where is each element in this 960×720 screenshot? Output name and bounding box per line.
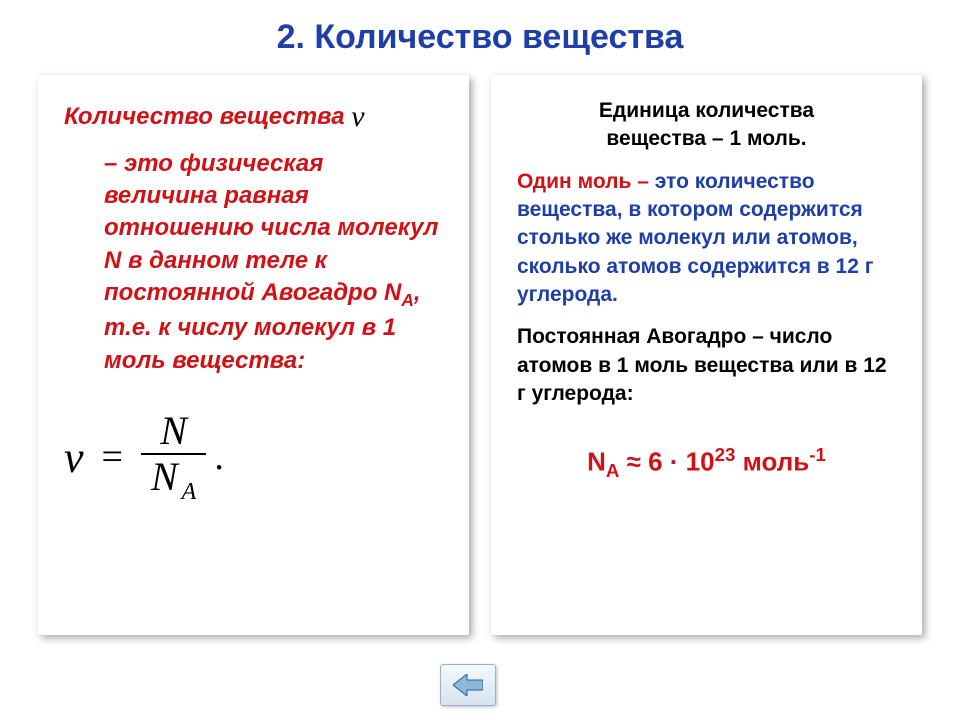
page-title: 2. Количество вещества — [277, 18, 684, 56]
formula-fraction: N NA — [141, 411, 206, 504]
mole-definition: Один моль – это количество вещества, в к… — [517, 168, 896, 310]
formula-denominator: NA — [141, 455, 206, 504]
back-button[interactable] — [440, 664, 496, 706]
avogadro-constant: NA ≈ 6 · 1023 моль-1 — [517, 444, 896, 482]
left-card: Количество вещества ν – это физическая в… — [38, 75, 469, 635]
formula-numerator: N — [150, 411, 197, 453]
formula-nu-symbol: ν — [64, 432, 84, 483]
definition-body: – это физическая величина равная отношен… — [64, 148, 443, 377]
unit-heading: Единица количества вещества – 1 моль. — [517, 97, 896, 154]
content-columns: Количество вещества ν – это физическая в… — [0, 67, 960, 635]
nu-symbol-inline: ν — [351, 100, 364, 133]
back-arrow-icon — [453, 674, 483, 696]
left-definition: Количество вещества ν – это физическая в… — [64, 97, 443, 377]
avogadro-definition: Постоянная Авогадро – число атомов в 1 м… — [517, 323, 896, 408]
formula-equals: = — [102, 435, 123, 479]
formula-nu: ν = N NA . — [64, 411, 443, 504]
right-card: Единица количества вещества – 1 моль. Од… — [491, 75, 922, 635]
mole-lead: Один моль – — [517, 170, 655, 193]
term-quantity: Количество вещества — [64, 103, 345, 130]
formula-period: . — [214, 435, 224, 479]
